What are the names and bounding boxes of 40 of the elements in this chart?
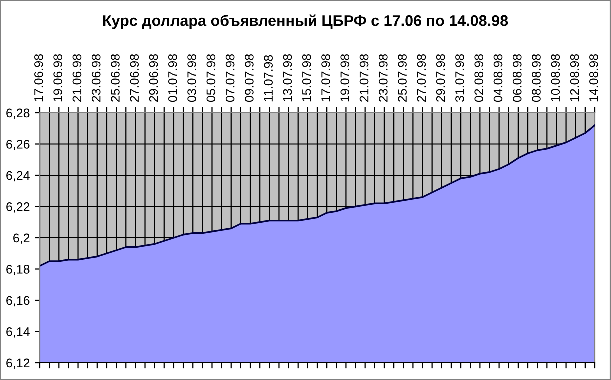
x-tick-label: 10.08.98: [551, 54, 560, 102]
x-tick-label: 19.07.98: [340, 54, 350, 102]
x-tick-label: 07.07.98: [226, 54, 235, 102]
y-tick-label: 6,2: [14, 234, 30, 244]
x-tick-label: 17.06.98: [34, 54, 44, 102]
x-tick-label: 02.08.98: [474, 54, 484, 102]
x-tick-label: 25.06.98: [111, 54, 120, 102]
x-tick-label: 05.07.98: [206, 54, 216, 102]
x-tick-label: 21.06.98: [72, 54, 82, 102]
x-tick-label: 15.07.98: [302, 54, 312, 102]
x-tick-label: 27.07.98: [417, 54, 426, 102]
y-tick-label: 6,14: [6, 328, 30, 338]
x-tick-label: 19.06.98: [54, 54, 62, 102]
x-tick-label: 21.07.98: [360, 54, 369, 102]
x-tick-label: 12.08.98: [570, 54, 580, 102]
y-tick-label: 6,18: [6, 265, 30, 276]
x-tick-label: 06.08.98: [512, 54, 522, 102]
x-tick-label: 03.07.98: [188, 54, 196, 102]
y-tick-label: 6,26: [6, 140, 30, 150]
x-tick-label: 09.07.98: [245, 54, 254, 102]
x-tick-label: 14.08.98: [590, 54, 598, 102]
x-tick-label: 04.08.98: [494, 54, 503, 102]
y-tick-label: 6,22: [6, 202, 30, 213]
x-tick-label: 01.07.98: [168, 54, 178, 102]
y-tick-label: 6,16: [6, 296, 30, 307]
x-tick-label: 31.07.98: [456, 54, 464, 102]
y-tick-label: 6,24: [6, 171, 30, 182]
x-tick-label: 29.07.98: [436, 54, 446, 102]
x-tick-label: 27.06.98: [130, 54, 140, 102]
x-tick-label: 08.08.98: [532, 54, 541, 102]
x-tick-label: 25.07.98: [398, 54, 407, 102]
y-tick-label: 6,12: [6, 358, 30, 370]
x-tick-label: 29.06.98: [149, 54, 158, 102]
x-tick-label: 11.07.98: [264, 55, 274, 102]
x-tick-label: 23.07.98: [378, 54, 388, 102]
y-tick-label: 6,28: [6, 108, 30, 120]
chart-title: Курс доллара объявленный ЦБРФ с 17.06 по 14.08.98: [103, 14, 508, 30]
x-tick-label: 23.06.98: [92, 54, 101, 102]
x-tick-label: 13.07.98: [283, 54, 292, 102]
x-tick-label: 17.07.98: [322, 54, 330, 102]
